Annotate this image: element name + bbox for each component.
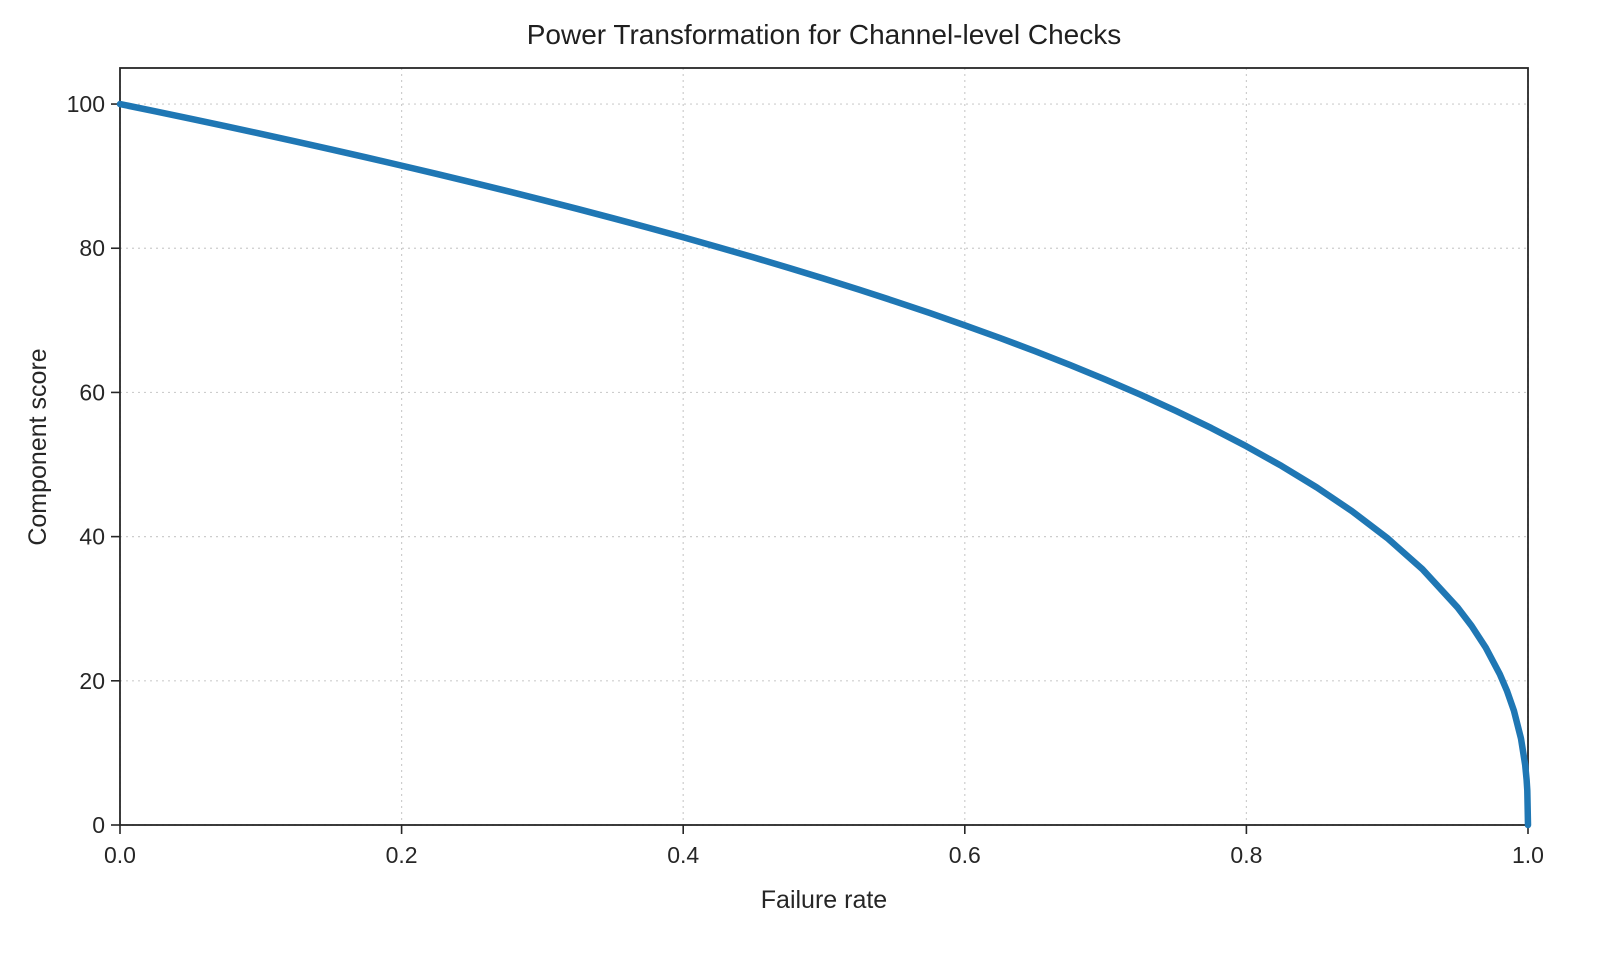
x-tick-label: 0.8 bbox=[1230, 842, 1262, 868]
y-axis-label: Component score bbox=[24, 348, 52, 545]
x-tick-label: 1.0 bbox=[1512, 842, 1544, 868]
x-tick-label: 0.4 bbox=[667, 842, 699, 868]
x-tick-label: 0.2 bbox=[386, 842, 418, 868]
series-line bbox=[116, 100, 1532, 829]
y-tick-label: 80 bbox=[79, 235, 105, 261]
chart-title: Power Transformation for Channel-level C… bbox=[527, 19, 1121, 50]
x-tick-label: 0.6 bbox=[949, 842, 981, 868]
axes-frame bbox=[119, 67, 1529, 826]
x-tick-label: 0.0 bbox=[104, 842, 136, 868]
y-tick-label: 100 bbox=[67, 91, 105, 117]
x-axis-label: Failure rate bbox=[761, 886, 887, 914]
y-tick-label: 0 bbox=[92, 812, 105, 838]
y-tick-label: 40 bbox=[79, 524, 105, 550]
y-tick-label: 20 bbox=[79, 668, 105, 694]
y-tick-label: 60 bbox=[79, 379, 105, 405]
